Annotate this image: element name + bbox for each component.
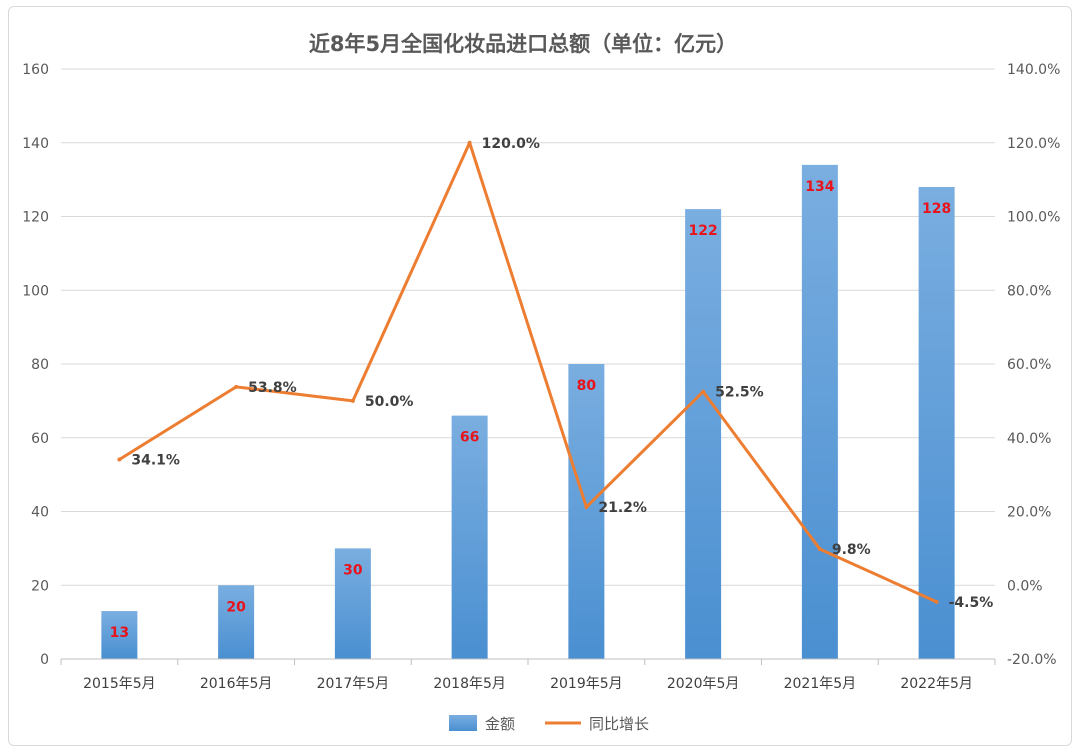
label-layer: 13 20 30 66 80 122 134 128 34.1% 53.8% 50.0% 120.0%… xyxy=(110,136,994,641)
line-layer xyxy=(117,140,939,604)
chart-title: 近8年5月全国化妆品进口总额（单位：亿元） xyxy=(309,32,737,56)
bar-value-label: 80 xyxy=(577,378,597,394)
growth-value-label: 120.0% xyxy=(482,136,540,152)
axis-layer: 0 -20.0% 20 0.0% 40 20.0% 60 40.0% 80 60.0% 100 80.… xyxy=(22,62,1060,692)
bar xyxy=(218,585,255,659)
y-right-tick-label: 40.0% xyxy=(1007,431,1051,447)
y-left-tick-label: 60 xyxy=(31,431,49,447)
growth-point xyxy=(234,384,239,389)
growth-point xyxy=(117,457,122,462)
y-right-tick-label: 80.0% xyxy=(1007,283,1051,299)
growth-point xyxy=(467,140,472,145)
bar-value-label: 66 xyxy=(460,430,479,446)
growth-value-label: 53.8% xyxy=(248,380,297,396)
y-left-tick-label: 160 xyxy=(22,62,49,78)
growth-value-label: 21.2% xyxy=(598,500,647,516)
growth-point xyxy=(701,389,706,394)
y-left-tick-label: 100 xyxy=(22,283,49,299)
x-tick-label: 2022年5月 xyxy=(900,676,973,692)
bar xyxy=(918,187,955,659)
bar xyxy=(101,611,138,659)
bar-value-label: 30 xyxy=(343,562,363,578)
bar-value-label: 128 xyxy=(922,201,951,217)
bar-value-label: 122 xyxy=(689,223,718,239)
bar xyxy=(334,548,371,659)
legend-bar-swatch xyxy=(449,715,477,731)
growth-value-label: 34.1% xyxy=(131,453,180,469)
x-tick-label: 2020年5月 xyxy=(667,676,740,692)
y-left-tick-label: 20 xyxy=(31,578,49,594)
legend-line-label: 同比增长 xyxy=(589,715,649,733)
x-tick-label: 2016年5月 xyxy=(200,676,273,692)
x-tick-label: 2019年5月 xyxy=(550,676,623,692)
legend-bar-label: 金额 xyxy=(485,715,515,733)
legend: 金额 同比增长 xyxy=(449,715,649,733)
y-left-tick-label: 40 xyxy=(31,505,49,521)
x-tick-label: 2015年5月 xyxy=(83,676,156,692)
y-left-tick-label: 0 xyxy=(40,652,49,668)
y-left-tick-label: 120 xyxy=(22,210,49,226)
y-right-tick-label: 140.0% xyxy=(1007,62,1060,78)
y-right-tick-label: 120.0% xyxy=(1007,136,1060,152)
y-right-tick-label: 20.0% xyxy=(1007,505,1051,521)
growth-point xyxy=(934,599,939,604)
y-right-tick-label: 100.0% xyxy=(1007,210,1060,226)
growth-point xyxy=(350,398,355,403)
bar-layer xyxy=(101,164,955,659)
bar xyxy=(451,415,488,659)
growth-value-label: -4.5% xyxy=(949,595,994,611)
bar xyxy=(685,209,722,659)
bar-value-label: 20 xyxy=(226,599,246,615)
bar xyxy=(801,164,838,659)
growth-value-label: 50.0% xyxy=(365,394,414,410)
growth-value-label: 52.5% xyxy=(715,385,764,401)
y-right-tick-label: -20.0% xyxy=(1007,652,1057,668)
bar-value-label: 13 xyxy=(110,625,129,641)
chart: 近8年5月全国化妆品进口总额（单位：亿元） 13 20 30 66 80 122 134 12… xyxy=(22,32,1060,733)
x-tick-label: 2018年5月 xyxy=(433,676,506,692)
chart-frame: 近8年5月全国化妆品进口总额（单位：亿元） 13 20 30 66 80 122 134 12… xyxy=(8,6,1072,746)
growth-value-label: 9.8% xyxy=(832,542,871,558)
x-tick-label: 2021年5月 xyxy=(784,676,857,692)
y-left-tick-label: 80 xyxy=(31,357,49,373)
y-right-tick-label: 0.0% xyxy=(1007,578,1043,594)
grid-layer xyxy=(61,68,995,586)
growth-point xyxy=(817,547,822,552)
bar xyxy=(568,364,605,659)
growth-point xyxy=(584,505,589,510)
growth-line xyxy=(117,141,939,604)
y-left-tick-label: 140 xyxy=(22,136,49,152)
x-tick-label: 2017年5月 xyxy=(317,676,390,692)
bar-value-label: 134 xyxy=(805,179,834,195)
y-right-tick-label: 60.0% xyxy=(1007,357,1051,373)
